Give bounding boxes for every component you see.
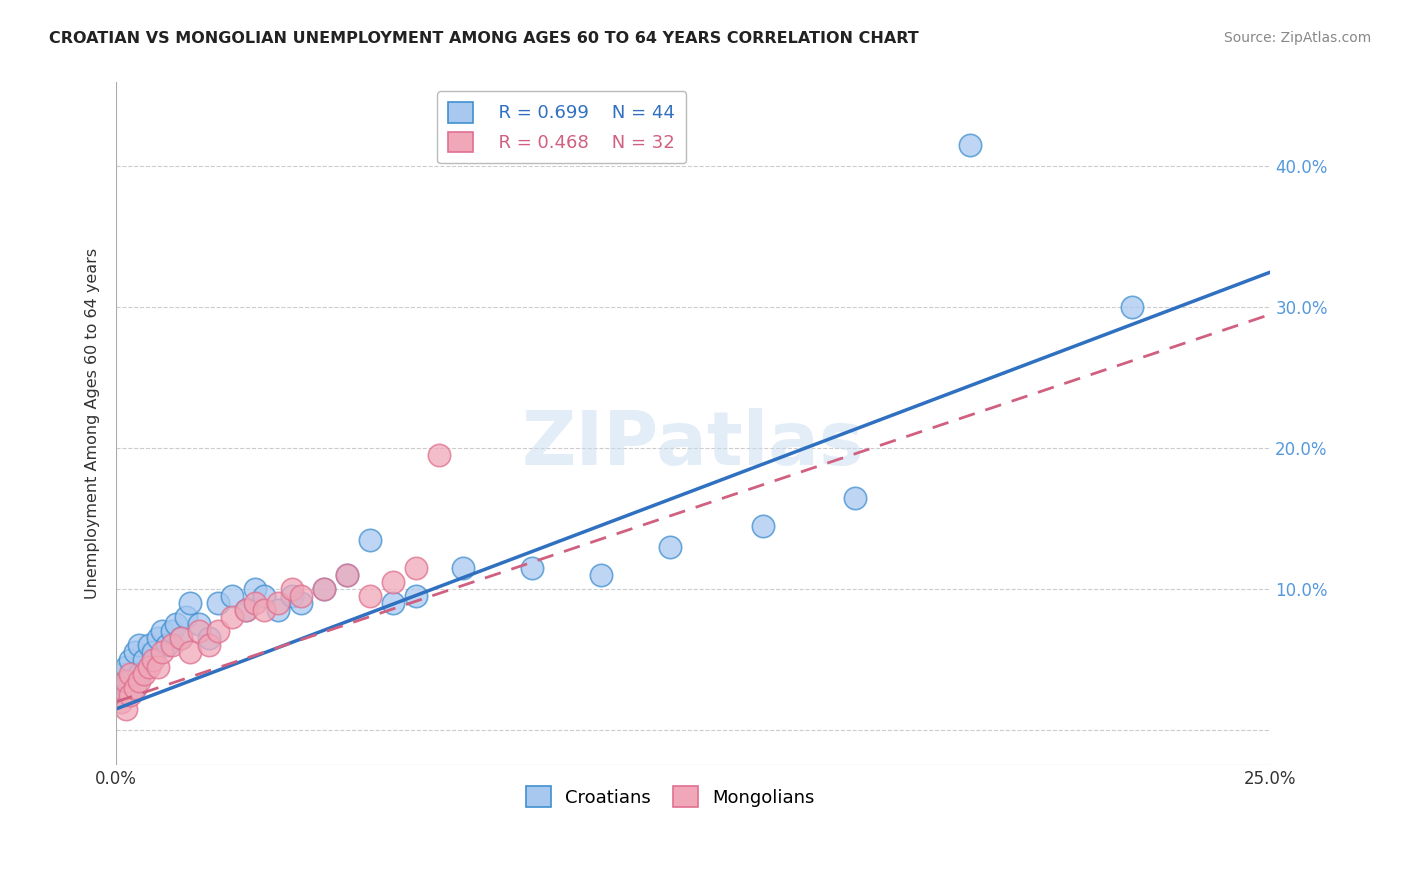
Point [179, 645, 201, 659]
Point [197, 632, 219, 646]
Point [336, 568, 359, 582]
Point [114, 688, 136, 702]
Point [188, 617, 211, 632]
Point [110, 681, 132, 695]
Point [110, 666, 132, 681]
Point [160, 624, 183, 639]
Point [138, 639, 160, 653]
Point [382, 575, 405, 590]
Point [336, 568, 359, 582]
Point [174, 610, 197, 624]
Point [146, 632, 169, 646]
Point [359, 533, 381, 547]
Point [589, 568, 612, 582]
Point [179, 596, 201, 610]
Point [221, 610, 243, 624]
Point [312, 582, 335, 596]
Point [207, 596, 229, 610]
Point [290, 596, 312, 610]
Legend: Croatians, Mongolians: Croatians, Mongolians [519, 779, 823, 814]
Point [142, 645, 165, 659]
Point [114, 659, 136, 673]
Point [382, 596, 405, 610]
Point [120, 652, 142, 666]
Point [197, 639, 219, 653]
Point [359, 589, 381, 603]
Point [146, 659, 169, 673]
Point [170, 632, 193, 646]
Point [243, 582, 266, 596]
Point [405, 561, 427, 575]
Point [120, 688, 142, 702]
Point [243, 596, 266, 610]
Point [128, 666, 150, 681]
Y-axis label: Unemployment Among Ages 60 to 64 years: Unemployment Among Ages 60 to 64 years [86, 248, 100, 599]
Point [156, 639, 179, 653]
Point [124, 681, 146, 695]
Point [280, 589, 302, 603]
Point [451, 561, 474, 575]
Point [138, 659, 160, 673]
Point [188, 624, 211, 639]
Point [120, 666, 142, 681]
Point [267, 603, 290, 617]
Point [253, 603, 276, 617]
Point [152, 624, 174, 639]
Point [160, 639, 183, 653]
Point [312, 582, 335, 596]
Point [751, 518, 773, 533]
Point [124, 681, 146, 695]
Point [132, 666, 155, 681]
Point [170, 632, 193, 646]
Point [235, 603, 257, 617]
Point [128, 673, 150, 688]
Point [152, 645, 174, 659]
Point [221, 589, 243, 603]
Point [207, 624, 229, 639]
Point [128, 639, 150, 653]
Point [659, 540, 682, 554]
Point [429, 448, 451, 462]
Point [110, 681, 132, 695]
Text: Source: ZipAtlas.com: Source: ZipAtlas.com [1223, 31, 1371, 45]
Point [290, 589, 312, 603]
Point [520, 561, 543, 575]
Point [844, 491, 866, 505]
Point [114, 673, 136, 688]
Point [132, 652, 155, 666]
Point [120, 673, 142, 688]
Point [280, 582, 302, 596]
Point [267, 596, 290, 610]
Point [110, 695, 132, 709]
Point [114, 702, 136, 716]
Point [1121, 301, 1143, 315]
Point [235, 603, 257, 617]
Point [124, 645, 146, 659]
Text: ZIPatlas: ZIPatlas [522, 408, 865, 481]
Point [142, 652, 165, 666]
Text: CROATIAN VS MONGOLIAN UNEMPLOYMENT AMONG AGES 60 TO 64 YEARS CORRELATION CHART: CROATIAN VS MONGOLIAN UNEMPLOYMENT AMONG… [49, 31, 920, 46]
Point [253, 589, 276, 603]
Point [165, 617, 187, 632]
Point [959, 138, 981, 153]
Point [405, 589, 427, 603]
